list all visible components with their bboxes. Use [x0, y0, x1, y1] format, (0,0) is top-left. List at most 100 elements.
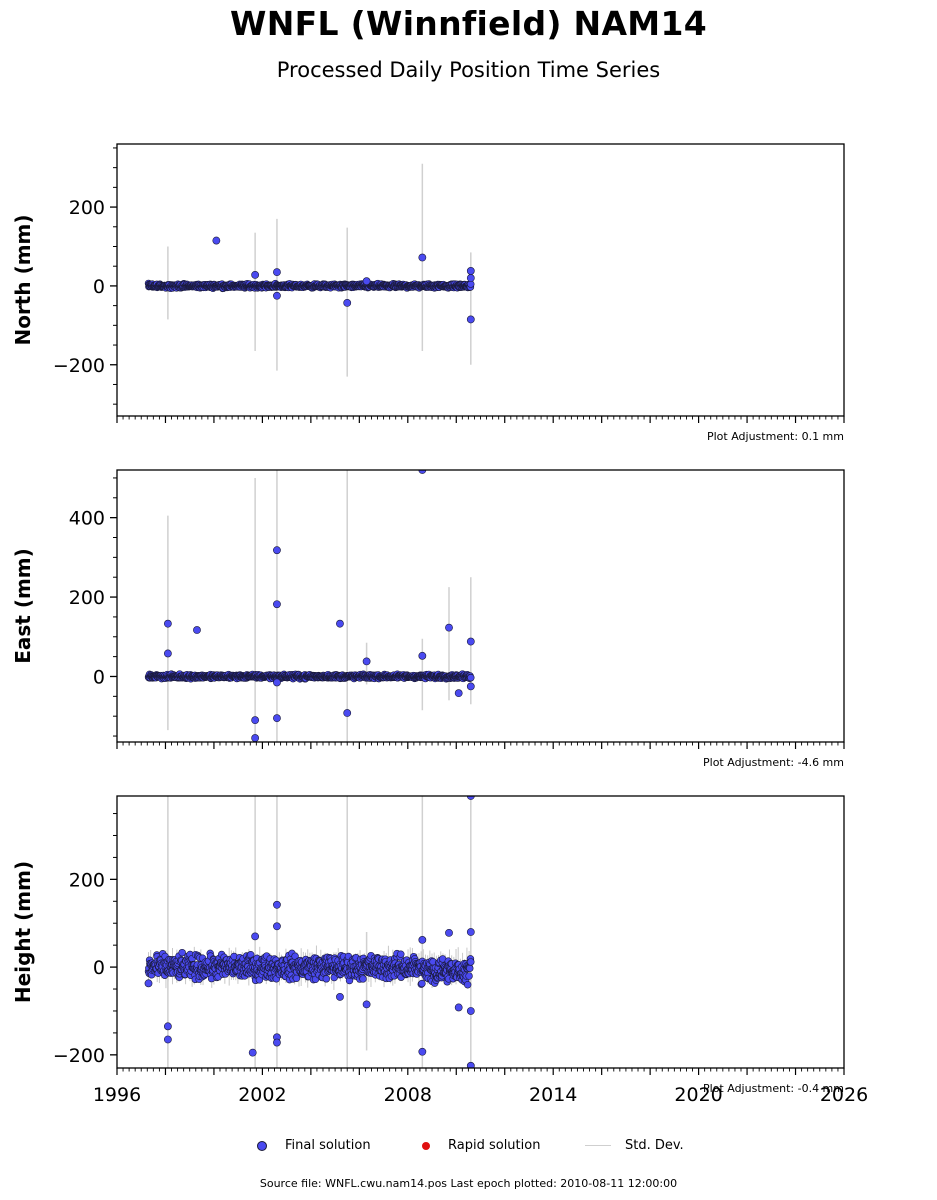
plot-adjustment: Plot Adjustment: -4.6 mm — [703, 756, 844, 769]
outlier-point — [454, 1003, 463, 1012]
y-tick-label: 400 — [69, 508, 105, 530]
std-dev-line-marker — [585, 1145, 611, 1146]
legend: Final solution Rapid solution Std. Dev. — [0, 1138, 937, 1158]
outlier-point — [163, 1022, 172, 1031]
outlier-point — [466, 315, 475, 324]
y-tick-label: −200 — [53, 1045, 105, 1067]
outlier-point — [273, 600, 281, 609]
data-point — [463, 981, 472, 989]
final-solution-points — [144, 796, 475, 1068]
std-dev-bars — [148, 163, 472, 377]
outlier-point — [273, 922, 281, 931]
panel-east: 0 200 400 East (mm) Plot Adjustment: -4.6 mm — [11, 469, 845, 769]
outlier-point — [445, 928, 453, 937]
y-tick-label: 0 — [93, 276, 105, 298]
plot-area — [144, 470, 475, 742]
chart-subtitle: Processed Daily Position Time Series — [276, 58, 661, 82]
outlier-point — [445, 623, 453, 632]
outlier-point — [418, 470, 427, 474]
outlier-point — [466, 1061, 475, 1068]
data-point — [397, 950, 405, 958]
outlier-point — [466, 267, 475, 275]
outlier-point — [163, 1035, 172, 1044]
outlier-point — [251, 716, 260, 725]
outlier-point — [273, 1038, 281, 1047]
y-axis-label: Height (mm) — [11, 861, 35, 1003]
outlier-point — [273, 291, 281, 300]
data-point — [467, 958, 475, 966]
data-point — [467, 674, 475, 682]
plot-area — [144, 163, 475, 377]
y-tick-label: 200 — [69, 869, 105, 891]
std-dev-bars — [148, 796, 472, 1068]
legend-rapid-label: Rapid solution — [448, 1138, 541, 1153]
outlier-point — [273, 268, 281, 277]
plot-adjustment: Plot Adjustment: 0.1 mm — [707, 430, 844, 443]
y-tick-label: 200 — [69, 587, 105, 609]
outlier-point — [418, 1047, 427, 1056]
x-tick-label: 2002 — [238, 1084, 286, 1106]
legend-final: Final solution — [257, 1138, 371, 1153]
data-point — [322, 975, 330, 983]
outlier-point — [466, 1007, 475, 1015]
y-axis-label: East (mm) — [11, 548, 35, 664]
axes-frame — [116, 795, 845, 1069]
outlier-point — [273, 714, 281, 723]
y-tick-label: −200 — [53, 355, 105, 377]
y-tick-label: 0 — [93, 957, 105, 979]
outlier-point — [163, 649, 172, 658]
legend-final-label: Final solution — [285, 1138, 371, 1153]
outlier-point — [418, 651, 427, 660]
plot-area — [144, 796, 475, 1068]
outlier-point — [273, 678, 281, 687]
x-tick-label: 1996 — [93, 1084, 141, 1106]
x-tick-label: 2026 — [820, 1084, 868, 1106]
y-axis-label: North (mm) — [11, 214, 35, 345]
panel-north: −200 0 200 North (mm) Plot Adjustment: 0.1 m… — [11, 143, 845, 443]
outlier-point — [163, 619, 172, 628]
outlier-point — [336, 619, 344, 628]
source-footnote: Source file: WNFL.cwu.nam14.pos Last epo… — [259, 1177, 678, 1190]
final-solution-marker — [257, 1140, 267, 1151]
data-point — [465, 972, 473, 980]
data-point — [418, 979, 426, 988]
outlier-point — [343, 298, 352, 307]
plot-adjustment: Plot Adjustment: -0.4 mm — [703, 1082, 844, 1095]
outlier-point — [466, 682, 475, 691]
outlier-point — [212, 236, 221, 245]
final-solution-points — [144, 470, 475, 742]
outlier-point — [466, 637, 475, 646]
outlier-point — [418, 935, 427, 944]
outlier-point — [454, 689, 463, 698]
axes-frame — [116, 469, 845, 743]
x-tick-label: 2014 — [529, 1084, 577, 1106]
outlier-point — [273, 900, 281, 909]
outlier-point — [273, 546, 281, 555]
outlier-point — [362, 657, 371, 666]
final-solution-points — [144, 236, 475, 324]
std-dev-bars — [148, 470, 472, 742]
outlier-point — [466, 274, 475, 282]
rapid-solution-marker — [422, 1141, 430, 1150]
outlier-point — [336, 993, 344, 1001]
panel-height: −200 0 200 Height (mm) Plot Adjustment: -0.4… — [11, 795, 868, 1106]
y-tick-label: 0 — [93, 666, 105, 688]
outlier-point — [343, 709, 352, 717]
data-point — [178, 948, 186, 957]
outlier-point — [251, 270, 260, 279]
legend-rapid: Rapid solution — [422, 1138, 540, 1153]
outlier-point — [418, 253, 427, 262]
legend-stddev-label: Std. Dev. — [625, 1138, 684, 1153]
y-tick-label: 200 — [69, 197, 105, 219]
outlier-point — [362, 277, 371, 286]
x-tick-label: 2008 — [384, 1084, 432, 1106]
chart-title: WNFL (Winnfield) NAM14 — [230, 4, 707, 43]
outlier-point — [466, 928, 475, 936]
data-point — [359, 975, 367, 983]
outlier-point — [248, 1048, 257, 1057]
axes-frame — [116, 143, 845, 417]
outlier-point — [251, 932, 260, 941]
legend-stddev: Std. Dev. — [585, 1138, 684, 1153]
outlier-point — [144, 979, 153, 988]
